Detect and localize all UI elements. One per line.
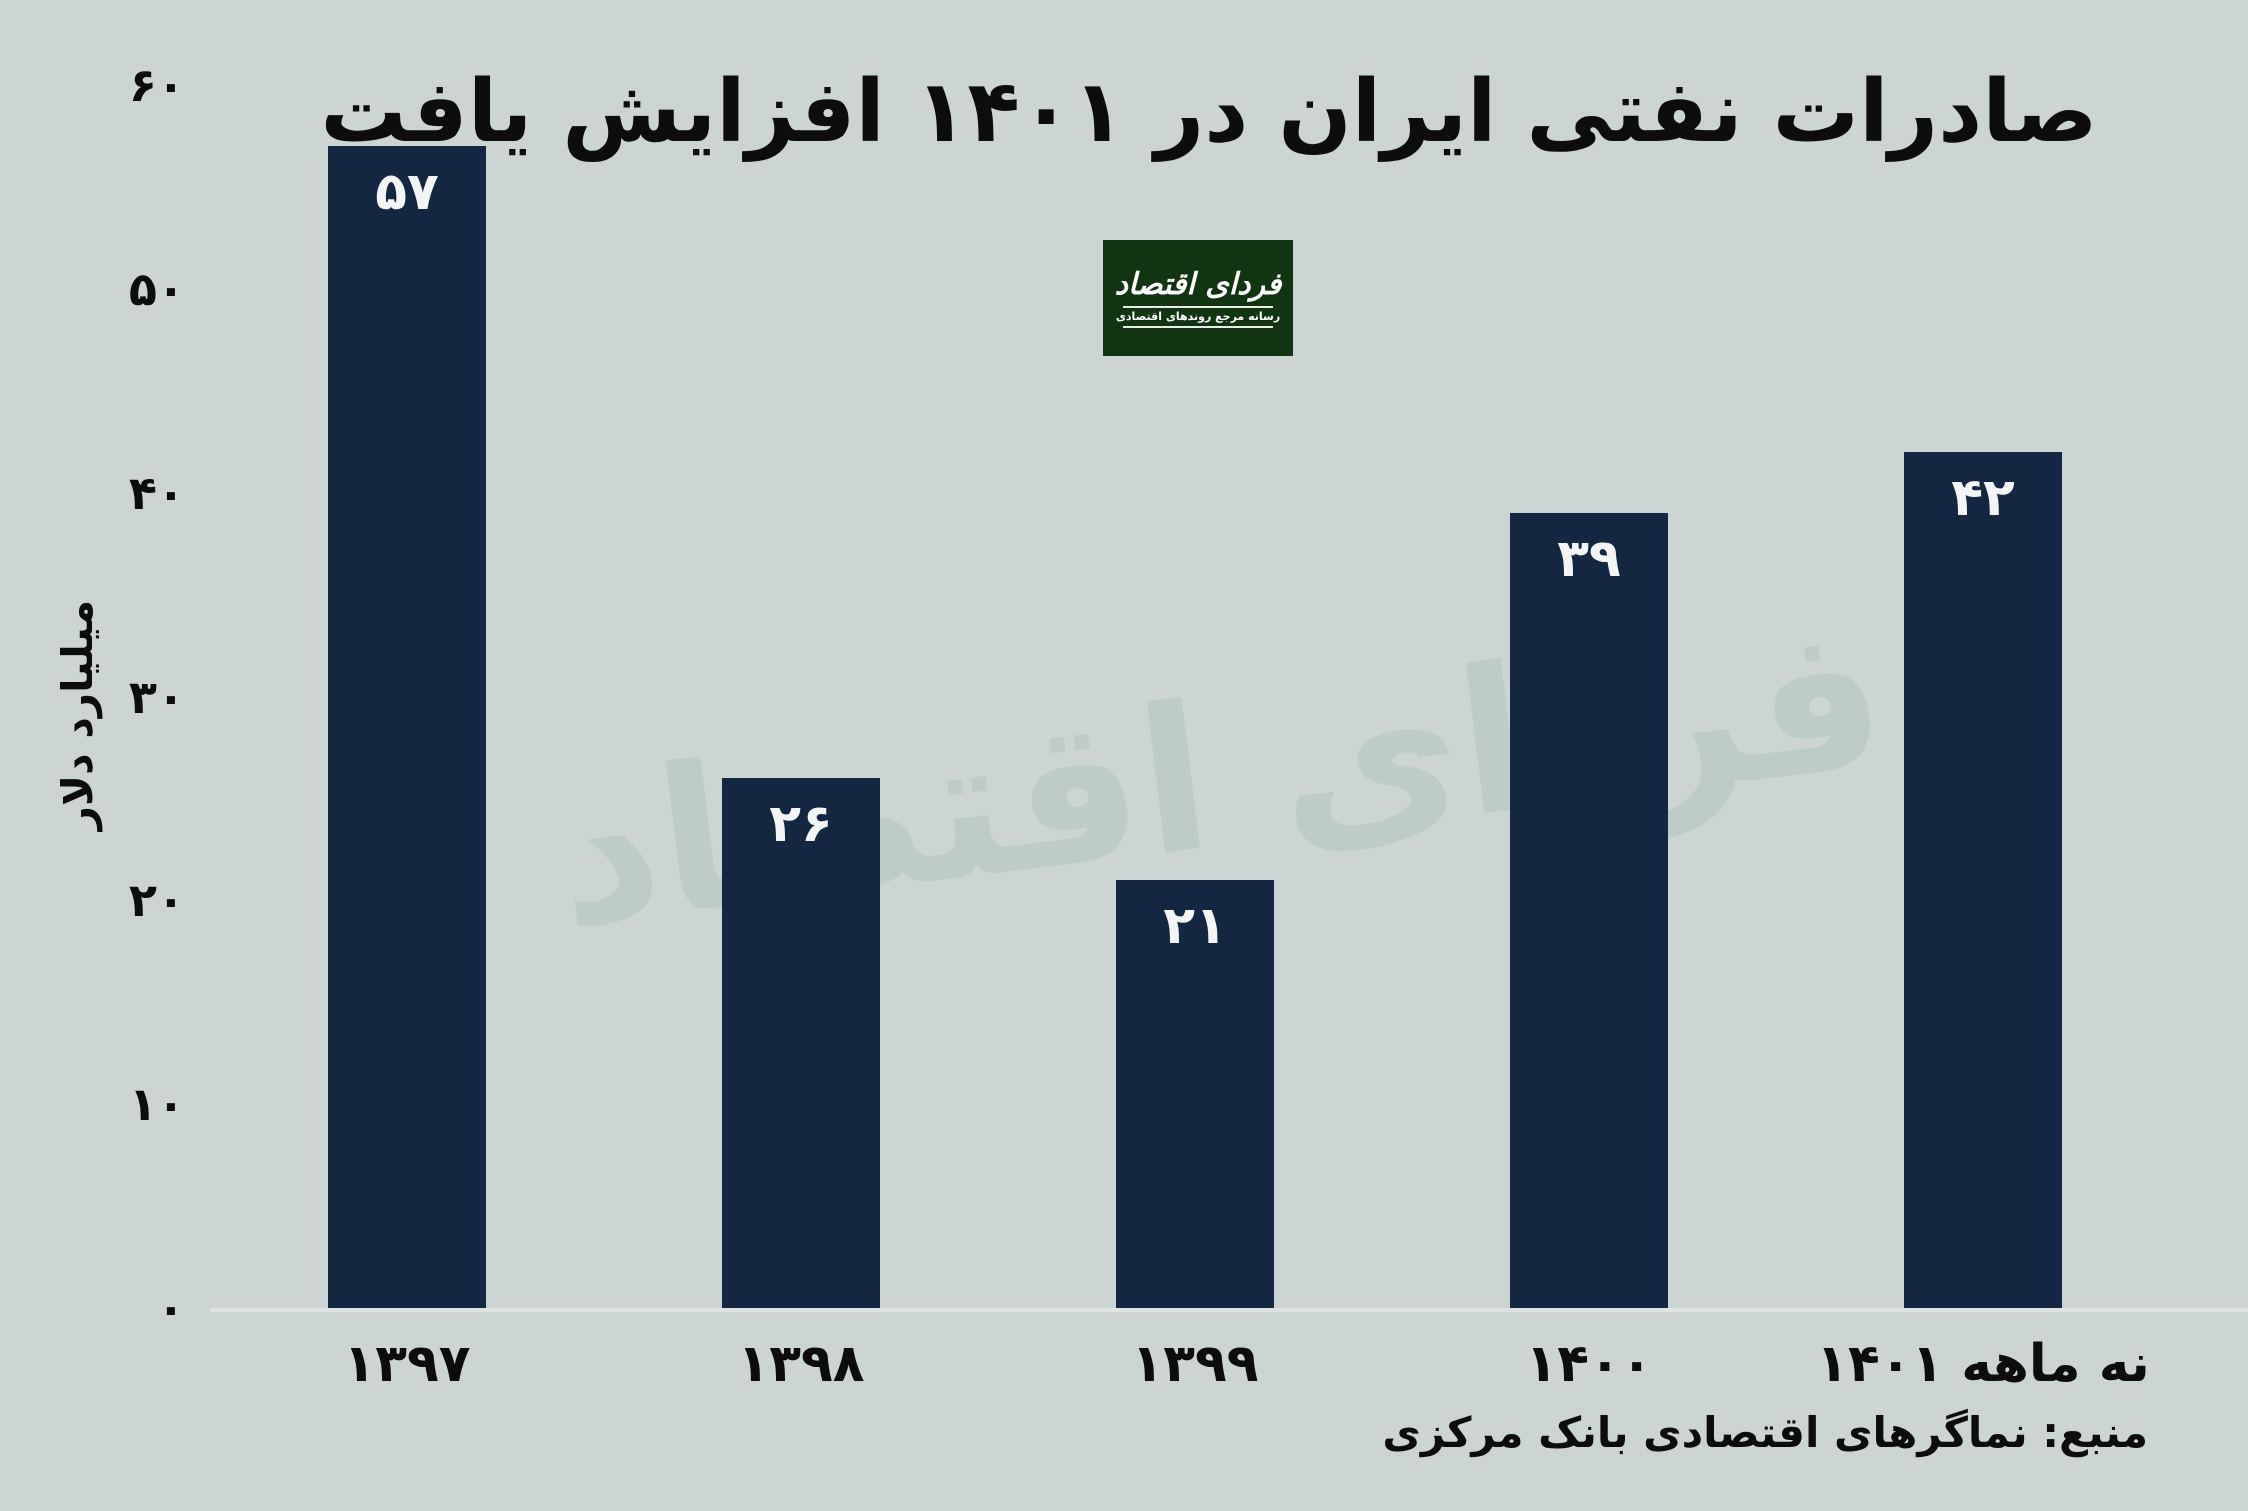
bar-value-label: ۳۹	[1557, 529, 1621, 589]
bar-value-label: ۵۷	[375, 162, 439, 222]
x-axis-tick-label: ۱۳۹۷	[343, 1334, 471, 1394]
x-axis-tick-label: ۱۳۹۸	[737, 1334, 865, 1394]
publisher-logo: فردای اقتصاد رسانه مرجع روندهای اقتصادی	[1103, 240, 1293, 356]
y-axis-tick-label: ۱۰	[128, 1077, 185, 1132]
y-axis-tick-label: ۵۰	[128, 261, 185, 316]
chart-title: صادرات نفتی ایران در ۱۴۰۱ افزایش یافت	[320, 62, 2098, 162]
bar-value-label: ۴۲	[1951, 468, 2015, 528]
x-axis-baseline	[210, 1308, 2248, 1312]
y-axis-tick-label: ۶۰	[128, 58, 185, 112]
logo-divider-bottom	[1123, 326, 1273, 329]
logo-divider-top	[1123, 306, 1273, 309]
bar-value-label: ۲۱	[1163, 896, 1227, 956]
x-axis-tick-label: ۱۴۰۰	[1525, 1334, 1653, 1394]
bar-value-label: ۲۶	[769, 794, 833, 854]
bar-۱۴۰۰: ۳۹	[1510, 513, 1668, 1308]
source-note: منبع: نماگرهای اقتصادی بانک مرکزی	[1382, 1408, 2148, 1457]
bar-۱۳۹۷: ۵۷	[328, 146, 486, 1308]
y-axis-tick-label: ۰	[156, 1281, 185, 1335]
x-axis-tick-label: نه ماهه ۱۴۰۱	[1816, 1334, 2150, 1394]
bar-نه ماهه ۱۴۰۱: ۴۲	[1904, 452, 2062, 1308]
y-axis-tick-label: ۲۰	[128, 873, 185, 928]
logo-wordmark: فردای اقتصاد	[1114, 266, 1282, 302]
logo-tagline: رسانه مرجع روندهای اقتصادی	[1115, 310, 1281, 324]
bar-۱۳۹۸: ۲۶	[722, 778, 880, 1308]
y-axis-tick-label: ۴۰	[128, 465, 185, 520]
y-axis-tick-label: ۳۰	[128, 669, 185, 724]
x-axis-tick-label: ۱۳۹۹	[1131, 1334, 1259, 1394]
bar-۱۳۹۹: ۲۱	[1116, 880, 1274, 1308]
